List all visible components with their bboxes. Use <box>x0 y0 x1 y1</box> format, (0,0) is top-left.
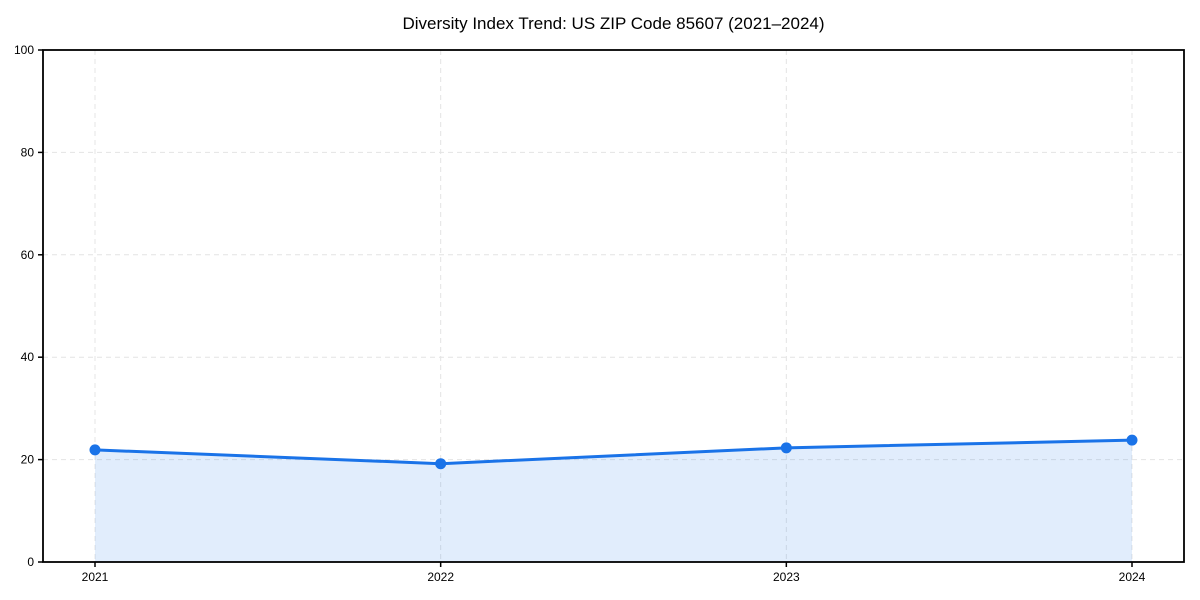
x-axis-tick-label: 2021 <box>82 570 109 584</box>
y-axis-tick-label: 20 <box>21 453 35 467</box>
x-axis-tick-label: 2024 <box>1119 570 1146 584</box>
data-point-2022 <box>435 458 447 470</box>
data-point-2024 <box>1126 434 1138 446</box>
y-axis-tick-label: 40 <box>21 350 35 364</box>
plot-border <box>42 49 1185 563</box>
y-axis-tick-label: 80 <box>21 145 35 159</box>
y-axis-tick-label: 0 <box>27 555 34 569</box>
y-axis-tick-label: 60 <box>21 248 35 262</box>
data-point-2021 <box>89 444 101 456</box>
area-fill <box>95 440 1132 562</box>
chart-title: Diversity Index Trend: US ZIP Code 85607… <box>402 14 825 33</box>
x-axis-tick-label: 2023 <box>773 570 800 584</box>
x-axis-tick-label: 2022 <box>427 570 454 584</box>
y-axis-tick-label: 100 <box>14 43 34 57</box>
trend-line <box>93 438 1134 466</box>
data-point-2023 <box>780 442 792 454</box>
